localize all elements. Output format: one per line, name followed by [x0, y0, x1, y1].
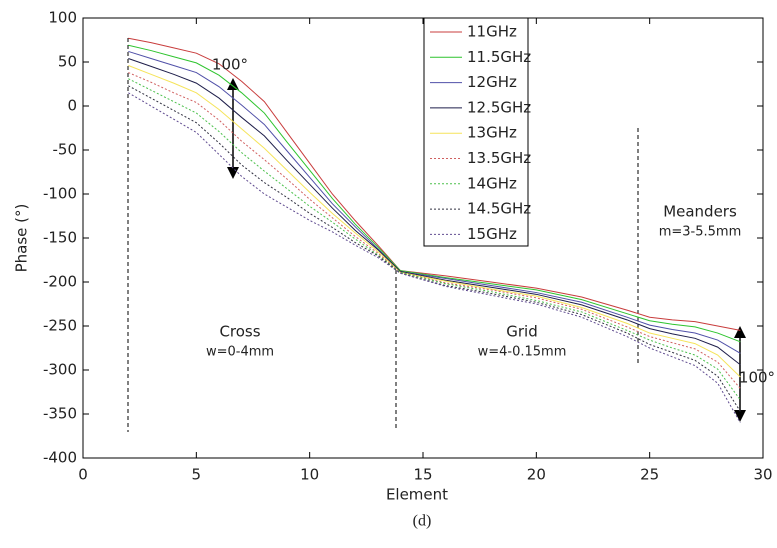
series-line [128, 65, 741, 378]
legend-label: 13GHz [467, 124, 517, 142]
legend-label: 15GHz [467, 225, 517, 243]
legend-label: 11GHz [467, 23, 517, 41]
legend-label: 14GHz [467, 174, 517, 192]
series-line [128, 72, 741, 389]
x-tick-label: 25 [640, 466, 659, 484]
y-tick-label: -200 [43, 273, 77, 291]
x-tick-label: 5 [192, 466, 202, 484]
annotation: Cross [219, 323, 260, 341]
x-tick-label: 10 [300, 466, 319, 484]
y-tick-label: -50 [53, 141, 78, 159]
y-tick-label: -100 [43, 185, 77, 203]
y-tick-label: 100 [48, 9, 77, 27]
series-line [128, 44, 741, 343]
annotation: 100° [212, 56, 248, 74]
series-line [128, 37, 741, 331]
annotation: Meanders [663, 203, 737, 221]
y-tick-label: 50 [58, 53, 77, 71]
annotation: w=0-4mm [206, 345, 274, 360]
legend-label: 13.5GHz [467, 149, 531, 167]
series-line [128, 92, 741, 424]
region-dividers [127, 38, 639, 432]
x-tick-label: 30 [753, 466, 772, 484]
y-tick-label: -300 [43, 361, 77, 379]
legend-label: 12.5GHz [467, 98, 531, 116]
annotation: Grid [506, 323, 537, 341]
y-tick-label: -350 [43, 405, 77, 423]
x-tick-label: 20 [527, 466, 546, 484]
annotation: w=4-0.15mm [478, 345, 567, 360]
annotation: 100° [739, 369, 775, 387]
x-tick-label: 15 [413, 466, 432, 484]
y-tick-label: -150 [43, 229, 77, 247]
x-tick-label: 0 [78, 466, 88, 484]
legend-box [423, 17, 529, 247]
series-line [128, 58, 741, 366]
series-line [128, 85, 741, 412]
y-tick-label: -400 [43, 449, 77, 467]
caption: (d) [413, 513, 432, 530]
legend-label: 14.5GHz [467, 200, 531, 218]
x-axis-label: Element [386, 486, 448, 504]
series-line [128, 50, 741, 354]
y-tick-label: 0 [67, 97, 77, 115]
y-tick-label: -250 [43, 317, 77, 335]
legend-label: 12GHz [467, 73, 517, 91]
y-axis-label: Phase (°) [13, 204, 31, 273]
annotation: m=3-5.5mm [659, 225, 742, 240]
legend-label: 11.5GHz [467, 48, 531, 66]
